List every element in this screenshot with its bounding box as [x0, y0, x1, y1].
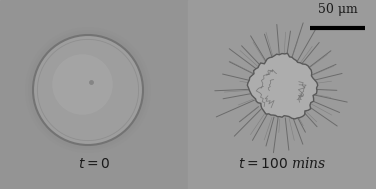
Circle shape: [30, 32, 146, 148]
Polygon shape: [247, 53, 318, 119]
Text: $t = 100$ mins: $t = 100$ mins: [238, 156, 326, 171]
Circle shape: [25, 27, 151, 153]
Bar: [188, 0, 376, 189]
Circle shape: [28, 30, 148, 150]
Text: 50 μm: 50 μm: [318, 3, 357, 16]
Circle shape: [33, 35, 143, 145]
Text: $t = 0$: $t = 0$: [78, 157, 110, 171]
Circle shape: [52, 54, 113, 115]
Bar: [0, 0, 188, 189]
